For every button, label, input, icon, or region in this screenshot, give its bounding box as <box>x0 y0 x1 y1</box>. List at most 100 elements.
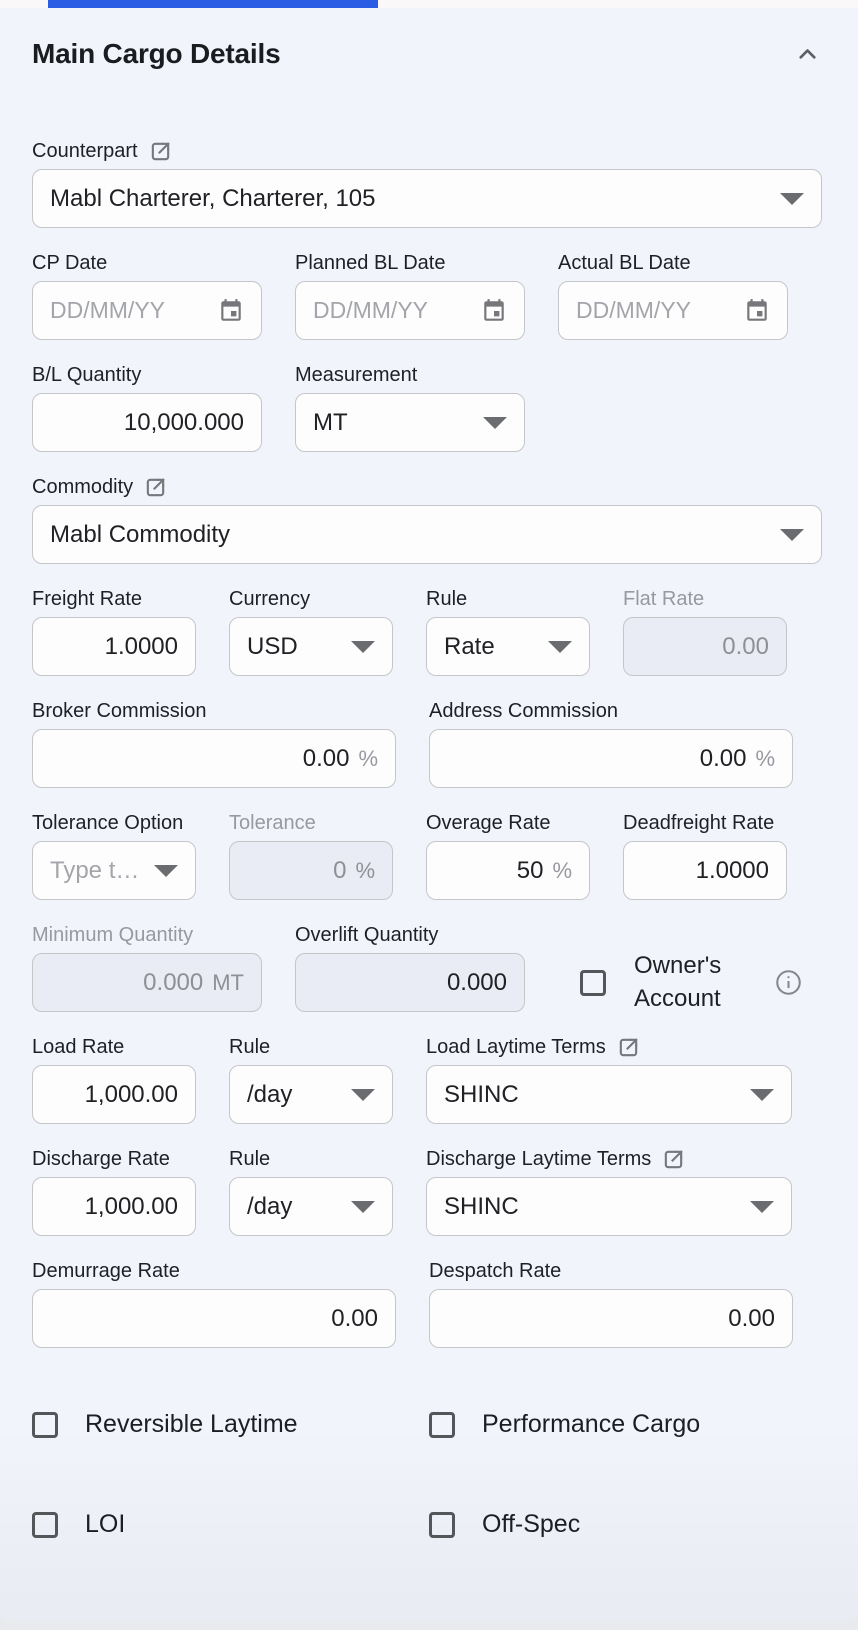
measurement-select[interactable]: MT <box>295 393 525 452</box>
external-link-icon[interactable] <box>144 476 167 499</box>
address-commission-input[interactable]: 0.00 % <box>429 729 793 788</box>
performance-cargo-option[interactable]: Performance Cargo <box>429 1410 793 1439</box>
chevron-down-icon <box>351 1200 375 1213</box>
overlift-quantity-field: Overlift Quantity 0.000 <box>295 923 525 1012</box>
flat-rate-value: 0.00 <box>722 632 769 660</box>
discharge-rule-select[interactable]: /day <box>229 1177 393 1236</box>
discharge-laytime-terms-value: SHINC <box>444 1192 519 1220</box>
load-laytime-terms-select[interactable]: SHINC <box>426 1065 792 1124</box>
info-icon[interactable] <box>774 968 803 997</box>
chevron-down-icon <box>483 416 507 429</box>
deadfreight-rate-field: Deadfreight Rate 1.0000 <box>623 811 787 900</box>
load-laytime-terms-field: Load Laytime Terms SHINC <box>426 1035 792 1124</box>
external-link-icon[interactable] <box>617 1036 640 1059</box>
off-spec-option[interactable]: Off-Spec <box>429 1510 793 1539</box>
load-rule-select[interactable]: /day <box>229 1065 393 1124</box>
discharge-rate-value: 1,000.00 <box>84 1192 178 1220</box>
actual-bl-date-input[interactable] <box>558 281 788 340</box>
discharge-laytime-terms-select[interactable]: SHINC <box>426 1177 792 1236</box>
counterpart-field: Counterpart Mabl Charterer, Charterer, 1… <box>32 139 822 228</box>
load-laytime-terms-label: Load Laytime Terms <box>426 1036 606 1058</box>
currency-select[interactable]: USD <box>229 617 393 676</box>
owners-account-field: Owner's Account <box>558 952 822 1012</box>
address-commission-field: Address Commission 0.00 % <box>429 699 793 788</box>
planned-bl-date-text-input[interactable] <box>313 297 473 324</box>
planned-bl-date-input[interactable] <box>295 281 525 340</box>
currency-value: USD <box>247 632 298 660</box>
off-spec-checkbox[interactable] <box>429 1511 455 1538</box>
percent-suffix: % <box>552 857 572 883</box>
bl-quantity-value: 10,000.000 <box>123 408 244 436</box>
overage-rate-value: 50 <box>516 856 544 884</box>
demurrage-rate-input[interactable]: 0.00 <box>32 1289 396 1348</box>
calendar-icon[interactable] <box>744 298 770 324</box>
broker-commission-input[interactable]: 0.00 % <box>32 729 396 788</box>
load-rate-label: Load Rate <box>32 1036 125 1058</box>
tolerance-field: Tolerance 0 % <box>229 811 393 900</box>
percent-suffix: % <box>755 745 775 771</box>
overlift-quantity-label: Overlift Quantity <box>295 924 439 946</box>
panel-header: Main Cargo Details <box>32 33 822 75</box>
load-rule-value: /day <box>247 1080 293 1108</box>
freight-rate-value: 1.0000 <box>104 632 178 660</box>
cp-date-input[interactable] <box>32 281 262 340</box>
owners-account-label: Owner's Account <box>634 952 722 1012</box>
tolerance-input: 0 % <box>229 841 393 900</box>
chevron-down-icon <box>780 528 804 541</box>
despatch-rate-input[interactable]: 0.00 <box>429 1289 793 1348</box>
overage-rate-input[interactable]: 50 % <box>426 841 590 900</box>
broker-commission-value: 0.00 <box>302 744 350 772</box>
counterpart-select[interactable]: Mabl Charterer, Charterer, 105 <box>32 169 822 228</box>
despatch-rate-label: Despatch Rate <box>429 1260 562 1282</box>
freight-rule-value: Rate <box>444 632 495 660</box>
chevron-down-icon <box>154 864 178 877</box>
freight-rate-input[interactable]: 1.0000 <box>32 617 196 676</box>
performance-cargo-checkbox[interactable] <box>429 1411 455 1438</box>
minimum-quantity-value: 0.000 <box>143 968 204 996</box>
chevron-down-icon <box>750 1200 774 1213</box>
measurement-value: MT <box>313 408 348 436</box>
address-commission-value: 0.00 <box>699 744 747 772</box>
bl-quantity-label: B/L Quantity <box>32 364 142 386</box>
loi-option[interactable]: LOI <box>32 1510 396 1539</box>
despatch-rate-field: Despatch Rate 0.00 <box>429 1259 793 1348</box>
owners-account-checkbox[interactable] <box>580 969 606 996</box>
discharge-rate-input[interactable]: 1,000.00 <box>32 1177 196 1236</box>
main-cargo-details-panel: Main Cargo Details Counterpart Mabl Char… <box>0 8 858 1621</box>
actual-bl-date-text-input[interactable] <box>576 297 736 324</box>
commodity-label: Commodity <box>32 476 134 498</box>
loi-checkbox[interactable] <box>32 1511 58 1538</box>
cargo-form: Counterpart Mabl Charterer, Charterer, 1… <box>32 139 822 1539</box>
external-link-icon[interactable] <box>149 140 172 163</box>
reversible-laytime-label: Reversible Laytime <box>85 1410 298 1438</box>
deadfreight-rate-input[interactable]: 1.0000 <box>623 841 787 900</box>
reversible-laytime-option[interactable]: Reversible Laytime <box>32 1410 396 1439</box>
tolerance-label: Tolerance <box>229 812 316 834</box>
bl-quantity-input[interactable]: 10,000.000 <box>32 393 262 452</box>
panel-title: Main Cargo Details <box>32 38 281 69</box>
top-strip <box>0 0 858 8</box>
cp-date-text-input[interactable] <box>50 297 210 324</box>
tolerance-option-placeholder: Type t… <box>50 856 140 884</box>
freight-rule-select[interactable]: Rate <box>426 617 590 676</box>
discharge-laytime-terms-field: Discharge Laytime Terms SHINC <box>426 1147 792 1236</box>
minimum-quantity-input: 0.000 MT <box>32 953 262 1012</box>
percent-suffix: % <box>358 745 378 771</box>
currency-field: Currency USD <box>229 587 393 676</box>
load-laytime-terms-value: SHINC <box>444 1080 519 1108</box>
freight-rule-field: Rule Rate <box>426 587 590 676</box>
external-link-icon[interactable] <box>662 1148 685 1171</box>
load-rule-field: Rule /day <box>229 1035 393 1124</box>
load-rate-field: Load Rate 1,000.00 <box>32 1035 196 1124</box>
tolerance-option-select[interactable]: Type t… <box>32 841 196 900</box>
broker-commission-label: Broker Commission <box>32 700 207 722</box>
load-rate-input[interactable]: 1,000.00 <box>32 1065 196 1124</box>
commodity-value: Mabl Commodity <box>50 520 231 548</box>
calendar-icon[interactable] <box>481 298 507 324</box>
commodity-select[interactable]: Mabl Commodity <box>32 505 822 564</box>
freight-rule-label: Rule <box>426 588 468 610</box>
collapse-panel-button[interactable] <box>792 39 822 69</box>
demurrage-rate-label: Demurrage Rate <box>32 1260 180 1282</box>
reversible-laytime-checkbox[interactable] <box>32 1411 58 1438</box>
calendar-icon[interactable] <box>218 298 244 324</box>
